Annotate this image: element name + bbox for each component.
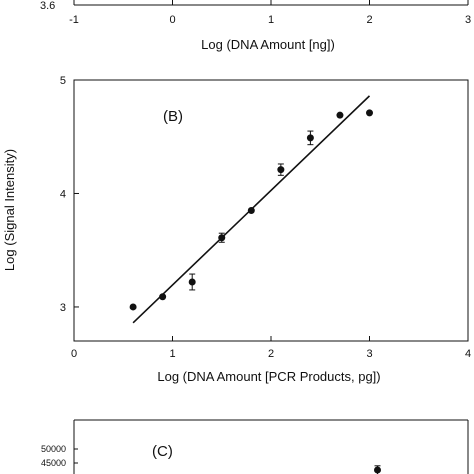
data-point (336, 111, 344, 119)
data-point (188, 278, 196, 286)
panel-b-label: (B) (163, 108, 183, 125)
top-x-tick-label: 3 (465, 14, 471, 26)
panel-b-y-tick-label: 4 (60, 188, 66, 200)
top-x-axis-title: Log (DNA Amount [ng]) (201, 37, 335, 52)
data-point (277, 166, 285, 174)
panel-c-y-tick-label: 50000 (41, 444, 66, 454)
panel-b-x-tick-label: 4 (465, 348, 471, 360)
data-point (366, 109, 373, 117)
panel-b-x-tick-label: 2 (268, 348, 274, 360)
panel-b-x-tick-label: 1 (169, 348, 175, 360)
top-x-tick-label: 2 (366, 14, 372, 26)
top-x-tick-label: 1 (268, 14, 274, 26)
data-point (129, 303, 137, 311)
top-y-tick-label: 3.6 (40, 0, 55, 12)
top-x-tick-label: -1 (69, 14, 79, 26)
data-point (218, 234, 226, 242)
panel-b-x-axis-title: Log (DNA Amount [PCR Products, pg]) (157, 369, 380, 384)
panel-c-label: (C) (152, 443, 173, 460)
panel-b-x-tick-label: 3 (366, 348, 372, 360)
panel-b-x-tick-label: 0 (71, 348, 77, 360)
panel-c-data-point (374, 466, 381, 474)
panel-c: (C) 50000 45000 (41, 419, 469, 474)
panel-b-y-axis-title: Log (Signal Intensity) (2, 149, 17, 271)
panel-b-y-tick-label: 5 (60, 75, 66, 87)
top-x-tick-label: 0 (169, 14, 175, 26)
panel-b-y-tick-label: 3 (60, 302, 66, 314)
panel-b-frame (73, 79, 469, 342)
data-point (247, 207, 255, 214)
panel-c-y-tick-label: 45000 (41, 458, 66, 468)
data-point (159, 293, 167, 301)
panel-b: (B) 3 4 5 0 1 2 3 4 Log (Signal Intensity) Log… (2, 75, 471, 384)
data-point (306, 134, 314, 142)
top-panel: 3.6 -1 0 1 2 3 Log (DNA Amount [ng]) (40, 0, 471, 52)
